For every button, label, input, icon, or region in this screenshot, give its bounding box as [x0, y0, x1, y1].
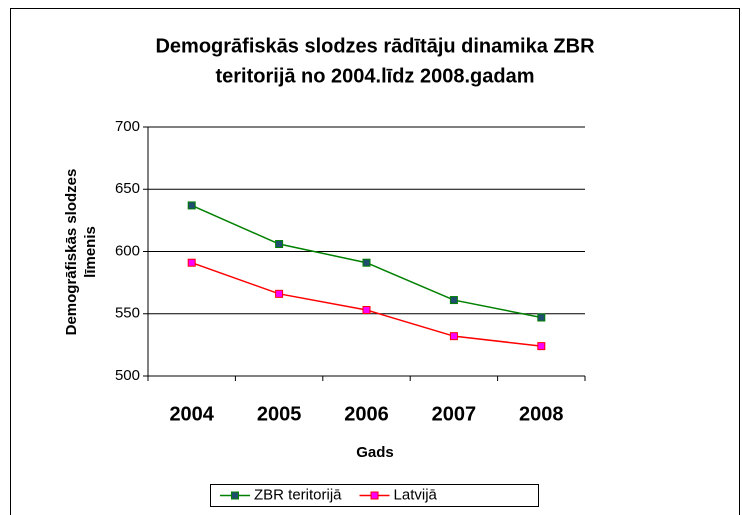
legend-marker — [370, 491, 379, 500]
legend-label: ZBR teritorijā — [254, 486, 342, 503]
chart-title: Demogrāfiskās slodzes rādītāju dinamika … — [155, 35, 595, 57]
y-axis-label: līmenis — [82, 226, 99, 278]
x-tick-label: 2008 — [519, 403, 564, 425]
y-tick-label: 500 — [115, 367, 140, 384]
y-tick-label: 650 — [115, 180, 140, 197]
data-point — [187, 201, 196, 210]
chart-border — [10, 8, 740, 515]
y-tick-label: 700 — [115, 118, 140, 135]
x-tick-label: 2005 — [257, 403, 302, 425]
data-point — [449, 332, 458, 341]
data-point — [275, 240, 284, 249]
legend-label: Latvijā — [394, 486, 438, 503]
y-tick-label: 550 — [115, 305, 140, 322]
data-point — [449, 296, 458, 305]
x-tick-label: 2006 — [344, 403, 389, 425]
legend-marker — [231, 491, 239, 500]
x-axis-label: Gads — [356, 444, 394, 461]
x-tick-label: 2007 — [432, 403, 477, 425]
data-point — [275, 289, 284, 298]
data-point — [537, 342, 546, 351]
y-tick-label: 600 — [115, 242, 140, 259]
x-tick-label: 2004 — [169, 403, 214, 425]
data-point — [187, 258, 196, 267]
data-point — [362, 258, 371, 267]
data-point — [362, 306, 371, 315]
data-point — [537, 313, 546, 322]
y-axis-label: Demogrāfiskās slodzes — [63, 169, 80, 336]
chart-title: teritorijā no 2004.līdz 2008.gadam — [215, 65, 534, 87]
